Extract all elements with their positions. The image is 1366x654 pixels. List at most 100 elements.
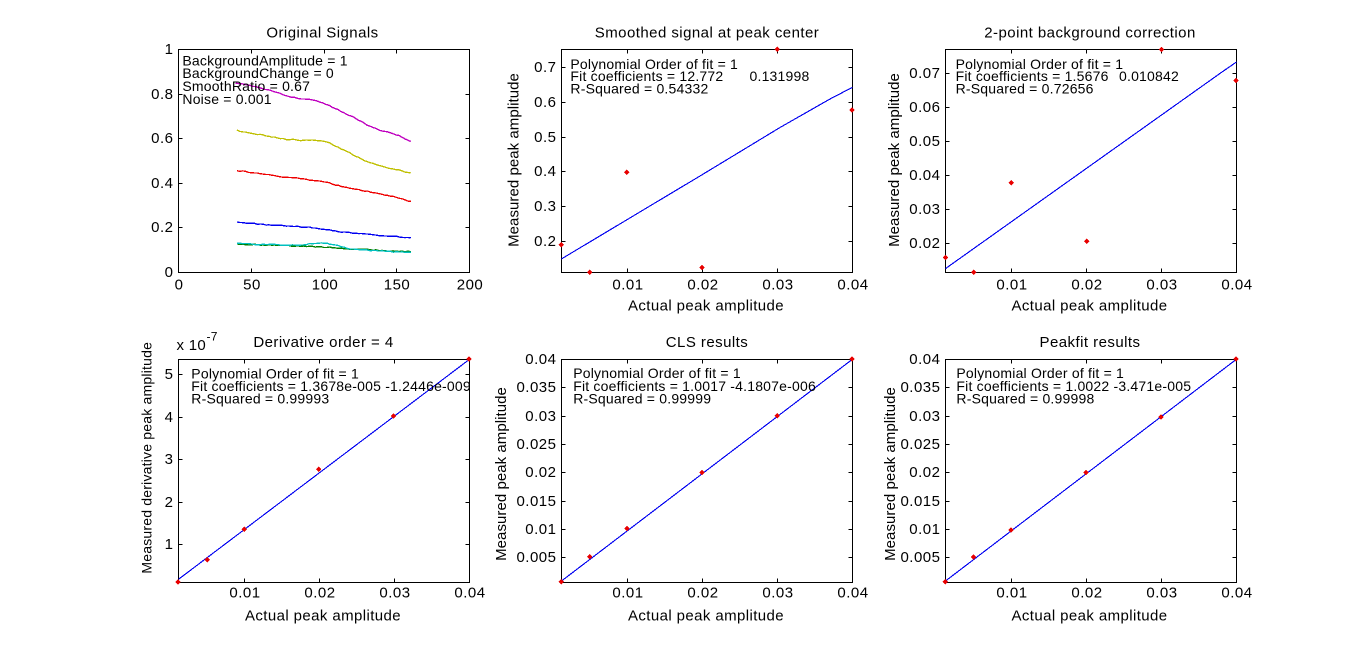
svg-text:0.07: 0.07 — [909, 65, 940, 82]
svg-text:5: 5 — [165, 366, 174, 383]
svg-text:Measured peak amplitude: Measured peak amplitude — [882, 387, 899, 561]
svg-text:0.04: 0.04 — [837, 277, 868, 294]
svg-text:0.01: 0.01 — [229, 584, 260, 601]
svg-text:0.7: 0.7 — [534, 59, 556, 76]
svg-text:0.04: 0.04 — [837, 584, 868, 601]
svg-text:0.04: 0.04 — [525, 351, 556, 368]
svg-text:Peakfit results: Peakfit results — [1040, 334, 1141, 351]
svg-text:0.01: 0.01 — [909, 521, 940, 538]
svg-text:0.010842: 0.010842 — [1119, 68, 1179, 84]
svg-text:0.04: 0.04 — [1221, 277, 1252, 294]
svg-text:Noise = 0.001: Noise = 0.001 — [182, 91, 271, 107]
svg-text:0.04: 0.04 — [909, 351, 940, 368]
svg-text:Polynomial Order of fit = 1: Polynomial Order of fit = 1 — [570, 56, 738, 72]
svg-text:0.04: 0.04 — [1221, 584, 1252, 601]
svg-text:BackgroundChange = 0: BackgroundChange = 0 — [182, 65, 334, 81]
svg-text:0.131998: 0.131998 — [750, 68, 810, 84]
svg-text:0.04: 0.04 — [909, 167, 940, 184]
svg-text:0.05: 0.05 — [909, 133, 940, 150]
svg-text:Measured derivative peak ampli: Measured derivative peak amplitude — [139, 342, 155, 574]
svg-text:Measured peak amplitude: Measured peak amplitude — [505, 73, 522, 247]
svg-text:0.01: 0.01 — [612, 584, 643, 601]
svg-text:0.03: 0.03 — [1146, 584, 1177, 601]
svg-text:0.01: 0.01 — [996, 584, 1027, 601]
svg-text:0.02: 0.02 — [909, 235, 940, 252]
svg-text:Fit coefficients = 12.772: Fit coefficients = 12.772 — [570, 68, 723, 84]
svg-text:0: 0 — [175, 277, 184, 294]
svg-text:0.015: 0.015 — [900, 493, 940, 510]
svg-text:0.6: 0.6 — [534, 94, 556, 111]
svg-text:Actual peak amplitude: Actual peak amplitude — [245, 607, 401, 624]
svg-text:Original Signals: Original Signals — [266, 24, 378, 41]
svg-text:0.2: 0.2 — [534, 233, 556, 250]
svg-text:0.4: 0.4 — [534, 163, 556, 180]
svg-text:2: 2 — [165, 494, 174, 511]
svg-text:0.02: 0.02 — [909, 464, 940, 481]
svg-text:0.01: 0.01 — [996, 277, 1027, 294]
svg-text:CLS results: CLS results — [666, 334, 748, 351]
svg-text:Actual peak amplitude: Actual peak amplitude — [1012, 297, 1168, 314]
svg-text:Polynomial Order of fit = 1: Polynomial Order of fit = 1 — [956, 365, 1124, 381]
svg-text:3: 3 — [165, 451, 174, 468]
svg-text:100: 100 — [312, 277, 339, 294]
svg-text:0.02: 0.02 — [1071, 277, 1102, 294]
svg-text:0.03: 0.03 — [909, 408, 940, 425]
svg-text:0.06: 0.06 — [909, 99, 940, 116]
svg-text:0.025: 0.025 — [900, 436, 940, 453]
svg-text:0.02: 0.02 — [525, 464, 556, 481]
svg-text:0.035: 0.035 — [516, 379, 556, 396]
svg-text:0.5: 0.5 — [534, 129, 556, 146]
svg-text:150: 150 — [384, 277, 411, 294]
svg-text:50: 50 — [243, 277, 261, 294]
svg-text:0.005: 0.005 — [516, 549, 556, 566]
svg-text:Fit coefficients = 1.3678e-005: Fit coefficients = 1.3678e-005 -1.2446e-… — [191, 378, 471, 394]
svg-text:0.2: 0.2 — [151, 219, 173, 236]
svg-text:0.035: 0.035 — [900, 379, 940, 396]
svg-text:0.4: 0.4 — [151, 175, 173, 192]
svg-text:0: 0 — [165, 264, 174, 281]
svg-text:0.03: 0.03 — [762, 584, 793, 601]
svg-text:R-Squared = 0.99998: R-Squared = 0.99998 — [956, 391, 1094, 407]
svg-text:Polynomial Order of fit = 1: Polynomial Order of fit = 1 — [956, 56, 1124, 72]
svg-text:Fit coefficients = 1.0022 -3.4: Fit coefficients = 1.0022 -3.471e-005 — [956, 378, 1191, 394]
svg-text:Actual peak amplitude: Actual peak amplitude — [628, 607, 784, 624]
svg-text:R-Squared = 0.99999: R-Squared = 0.99999 — [573, 391, 711, 407]
svg-text:1: 1 — [165, 536, 174, 553]
svg-text:0.03: 0.03 — [379, 584, 410, 601]
svg-text:0.02: 0.02 — [687, 277, 718, 294]
svg-text:0.01: 0.01 — [525, 521, 556, 538]
svg-text:Measured peak amplitude: Measured peak amplitude — [493, 387, 510, 561]
svg-text:0.8: 0.8 — [151, 86, 173, 103]
svg-text:-7: -7 — [207, 330, 218, 344]
svg-text:200: 200 — [457, 277, 484, 294]
svg-text:0.01: 0.01 — [612, 277, 643, 294]
svg-text:0.03: 0.03 — [1146, 277, 1177, 294]
svg-text:2-point background correction: 2-point background correction — [984, 24, 1196, 41]
svg-text:0.03: 0.03 — [762, 277, 793, 294]
svg-text:0.03: 0.03 — [525, 408, 556, 425]
svg-text:0.3: 0.3 — [534, 198, 556, 215]
svg-text:Polynomial Order of fit = 1: Polynomial Order of fit = 1 — [573, 365, 741, 381]
svg-text:Derivative order = 4: Derivative order = 4 — [253, 334, 393, 351]
svg-text:Actual peak amplitude: Actual peak amplitude — [628, 297, 784, 314]
svg-text:0.005: 0.005 — [900, 549, 940, 566]
svg-text:R-Squared = 0.72656: R-Squared = 0.72656 — [956, 81, 1094, 97]
svg-text:4: 4 — [165, 409, 174, 426]
svg-text:0.02: 0.02 — [1071, 584, 1102, 601]
svg-text:0.02: 0.02 — [687, 584, 718, 601]
svg-text:Smoothed signal at peak center: Smoothed signal at peak center — [595, 24, 819, 41]
svg-text:Polynomial Order of fit = 1: Polynomial Order of fit = 1 — [191, 365, 359, 381]
svg-text:x 10: x 10 — [177, 337, 207, 354]
svg-text:R-Squared = 0.54332: R-Squared = 0.54332 — [570, 81, 708, 97]
svg-text:R-Squared = 0.99993: R-Squared = 0.99993 — [191, 391, 329, 407]
svg-text:0.025: 0.025 — [516, 436, 556, 453]
svg-text:1: 1 — [165, 41, 174, 58]
svg-text:Actual peak amplitude: Actual peak amplitude — [1012, 607, 1168, 624]
svg-text:0.6: 0.6 — [151, 130, 173, 147]
svg-text:Measured peak amplitude: Measured peak amplitude — [886, 73, 903, 247]
svg-text:SmoothRatio = 0.67: SmoothRatio = 0.67 — [182, 78, 310, 94]
svg-text:0.02: 0.02 — [304, 584, 335, 601]
svg-text:BackgroundAmplitude = 1: BackgroundAmplitude = 1 — [182, 53, 347, 69]
svg-text:Fit coefficients = 1.0017 -4.1: Fit coefficients = 1.0017 -4.1807e-006 — [573, 378, 816, 394]
svg-text:0.03: 0.03 — [909, 201, 940, 218]
